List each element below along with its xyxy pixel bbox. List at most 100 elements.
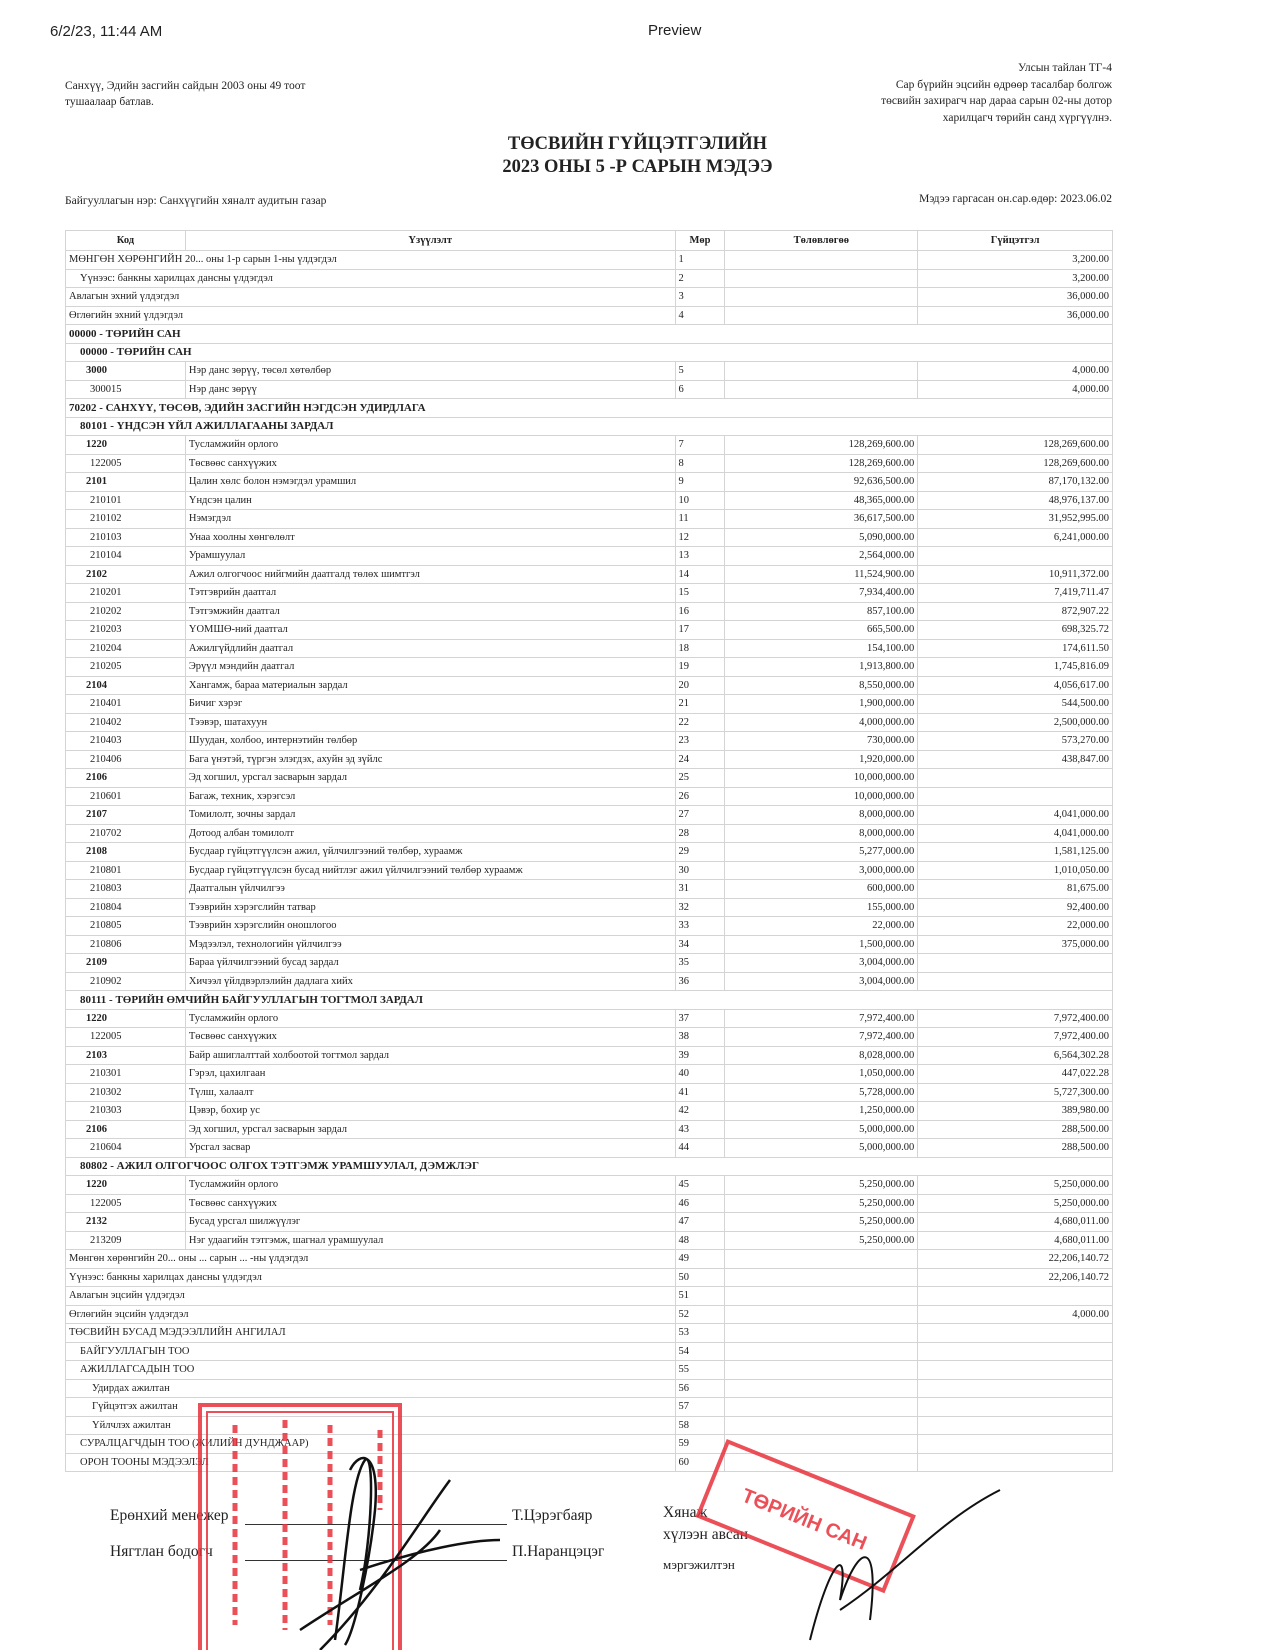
- row-code: 2101: [65, 472, 186, 492]
- plan-value: [724, 250, 919, 270]
- row-label: Авлагын эхний үлдэгдэл: [65, 287, 676, 307]
- actual-value: 544,500.00: [917, 694, 1113, 714]
- plan-value: 5,250,000.00: [724, 1175, 919, 1195]
- actual-value: [917, 971, 1113, 991]
- actual-value: 5,727,300.00: [917, 1082, 1113, 1102]
- plan-value: 665,500.00: [724, 620, 919, 640]
- row-number: 39: [674, 1045, 726, 1065]
- budget-table: Код Үзүүлэлт Мөр Төлөвлөгөө Гүйцэтгэл МӨ…: [65, 230, 1113, 1472]
- table-row: 210601 Багаж, техник, хэрэгсэл 26 10,000,00…: [65, 786, 1113, 806]
- table-row: 210604 Урсгал засвар 44 5,000,000.00 288,500…: [65, 1138, 1113, 1158]
- row-code: 1220: [65, 1175, 186, 1195]
- plan-value: [724, 287, 919, 307]
- plan-value: [724, 361, 919, 381]
- plan-value: 11,524,900.00: [724, 564, 919, 584]
- report-form-note: Улсын тайлан ТГ-4 Сар бүрийн эцсийн өдрө…: [881, 60, 1112, 126]
- row-label: Урамшуулал: [184, 546, 676, 566]
- actual-value: 4,680,011.00: [917, 1212, 1113, 1232]
- row-number: 38: [674, 1027, 726, 1047]
- row-code: 210702: [65, 823, 186, 843]
- table-row: Мөнгөн хөрөнгийн 20... оны ... сарын ...…: [65, 1249, 1113, 1269]
- plan-value: 7,972,400.00: [724, 1027, 919, 1047]
- row-number: 33: [674, 916, 726, 936]
- row-code: 210205: [65, 657, 186, 677]
- actual-value: [917, 546, 1113, 566]
- row-label: Тээврийн хэрэгслийн оношлогоо: [184, 916, 676, 936]
- row-number: 27: [674, 805, 726, 825]
- actual-value: [917, 1452, 1113, 1472]
- actual-value: 288,500.00: [917, 1138, 1113, 1158]
- row-number: 22: [674, 712, 726, 732]
- row-number: 24: [674, 749, 726, 769]
- row-number: 10: [674, 490, 726, 510]
- actual-value: 573,270.00: [917, 731, 1113, 751]
- table-row: 2109 Бараа үйлчилгээний бусад зардал 35 3,0…: [65, 953, 1113, 973]
- row-label: Шуудан, холбоо, интернэтийн төлбөр: [184, 731, 676, 751]
- stamp-text: ТӨРИЙН САН: [738, 1483, 870, 1555]
- actual-value: 81,675.00: [917, 879, 1113, 899]
- row-code: 210803: [65, 879, 186, 899]
- form-note-line: төсвийн захирагч нар дараа сарын 02-ны д…: [881, 95, 1112, 107]
- plan-value: 1,913,800.00: [724, 657, 919, 677]
- table-row: 210803 Даатгалын үйлчилгээ 31 600,000.00 81,…: [65, 879, 1113, 899]
- table-row: 2132 Бусад урсгал шилжүүлэг 47 5,250,000.00…: [65, 1212, 1113, 1232]
- signature-line: [245, 1524, 507, 1525]
- actual-value: 128,269,600.00: [917, 453, 1113, 473]
- row-label: Бусад урсгал шилжүүлэг: [184, 1212, 676, 1232]
- row-label: Нэр данс зөрүү: [184, 379, 676, 399]
- plan-value: 3,004,000.00: [724, 971, 919, 991]
- table-row: 210804 Тээврийн хэрэгслийн татвар 32 155,00…: [65, 897, 1113, 917]
- table-row: МӨНГӨН ХӨРӨНГИЙН 20... оны 1-р сарын 1-н…: [65, 250, 1113, 270]
- plan-value: [724, 1360, 919, 1380]
- actual-value: 36,000.00: [917, 287, 1113, 307]
- row-number: 29: [674, 842, 726, 862]
- actual-value: 4,000.00: [917, 379, 1113, 399]
- row-number: 18: [674, 638, 726, 658]
- row-label: АЖИЛЛАГСАДЫН ТОО: [65, 1360, 676, 1380]
- row-number: 52: [674, 1304, 726, 1324]
- actual-value: 31,952,995.00: [917, 509, 1113, 529]
- table-row: 210801 Бусдаар гүйцэтгүүлсэн бусад нийтлэ…: [65, 860, 1113, 880]
- plan-value: [724, 1341, 919, 1361]
- plan-value: 8,000,000.00: [724, 805, 919, 825]
- row-number: 1: [674, 250, 726, 270]
- row-label: Өглөгийн эхний үлдэгдэл: [65, 305, 676, 325]
- row-label: Эд хогшил, урсгал засварын зардал: [184, 1119, 676, 1139]
- signature-line: [245, 1560, 507, 1561]
- plan-value: 5,250,000.00: [724, 1230, 919, 1250]
- plan-value: [724, 268, 919, 288]
- row-number: 17: [674, 620, 726, 640]
- row-number: 53: [674, 1323, 726, 1343]
- row-code: 1220: [65, 1008, 186, 1028]
- table-row: Үүнээс: банкны харилцах дансны үлдэгдэл 2…: [65, 268, 1113, 288]
- actual-value: 438,847.00: [917, 749, 1113, 769]
- section-row: 80802 - АЖИЛ ОЛГОГЧООС ОЛГОХ ТЭТГЭМЖ УРА…: [65, 1156, 1113, 1176]
- actual-value: [917, 768, 1113, 788]
- row-label: Мөнгөн хөрөнгийн 20... оны ... сарын ...…: [65, 1249, 676, 1269]
- section-title: 70202 - САНХҮҮ, ТӨСӨВ, ЭДИЙН ЗАСГИЙН НЭГ…: [65, 398, 1113, 418]
- table-row: Өглөгийн эцсийн үлдэгдэл 52 4,000.00: [65, 1304, 1113, 1324]
- plan-value: [724, 1267, 919, 1287]
- row-code: 210402: [65, 712, 186, 732]
- row-label: Томилолт, зочны зардал: [184, 805, 676, 825]
- row-number: 30: [674, 860, 726, 880]
- row-label: Гэрэл, цахилгаан: [184, 1064, 676, 1084]
- table-row: ТӨСВИЙН БУСАД МЭДЭЭЛЛИЙН АНГИЛАЛ 53: [65, 1323, 1113, 1343]
- actual-value: 6,564,302.28: [917, 1045, 1113, 1065]
- table-row: 210806 Мэдээлэл, технологийн үйлчилгээ 34 1…: [65, 934, 1113, 954]
- actual-value: 4,680,011.00: [917, 1230, 1113, 1250]
- row-label: Бараа үйлчилгээний бусад зардал: [184, 953, 676, 973]
- actual-value: 3,200.00: [917, 268, 1113, 288]
- col-actual: Гүйцэтгэл: [917, 230, 1113, 251]
- table-row: 210403 Шуудан, холбоо, интернэтийн төлбөр…: [65, 731, 1113, 751]
- row-label: Мэдээлэл, технологийн үйлчилгээ: [184, 934, 676, 954]
- actual-value: 7,419,711.47: [917, 583, 1113, 603]
- plan-value: 154,100.00: [724, 638, 919, 658]
- plan-value: 1,500,000.00: [724, 934, 919, 954]
- row-label: Эд хогшил, урсгал засварын зардал: [184, 768, 676, 788]
- row-label: Нэмэгдэл: [184, 509, 676, 529]
- row-number: 42: [674, 1101, 726, 1121]
- row-number: 8: [674, 453, 726, 473]
- actual-value: 1,581,125.00: [917, 842, 1113, 862]
- table-row: 210902 Хичээл үйлдвэрлэлийн дадлага хийх 3…: [65, 971, 1113, 991]
